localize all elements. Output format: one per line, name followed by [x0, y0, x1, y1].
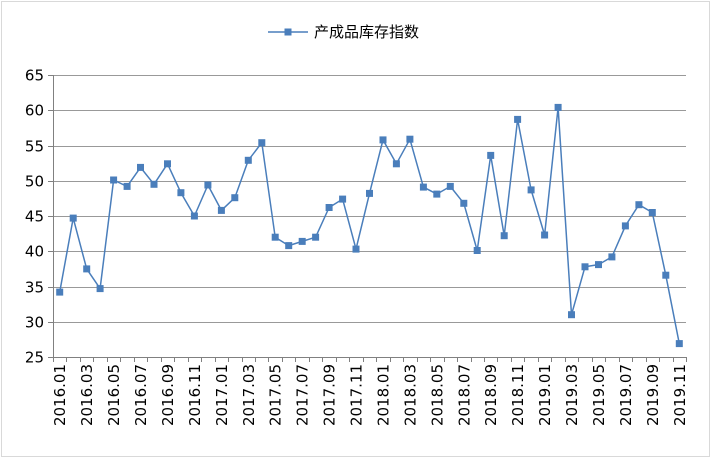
data-point	[83, 265, 91, 273]
data-point	[231, 194, 239, 202]
x-tick-label: 2018.03	[401, 364, 419, 426]
axes	[48, 75, 687, 362]
y-tick-label: 60	[25, 102, 44, 120]
data-point	[662, 271, 670, 279]
data-point	[608, 253, 616, 261]
x-tick-label: 2017.11	[348, 364, 366, 426]
data-point	[96, 285, 104, 293]
x-tick-label: 2019.01	[536, 364, 554, 426]
legend-square-marker	[284, 28, 292, 36]
data-point	[473, 247, 481, 254]
x-tick-label: 2016.07	[132, 364, 150, 426]
data-point	[568, 311, 575, 319]
x-tick-label: 2018.11	[509, 364, 527, 426]
data-point	[541, 231, 549, 239]
data-point	[500, 232, 508, 240]
data-point	[217, 206, 225, 214]
data-point	[271, 233, 279, 241]
data-point	[258, 139, 266, 147]
x-tick-label: 2016.11	[186, 364, 204, 426]
y-tick-label: 25	[25, 349, 44, 367]
data-point	[339, 195, 347, 203]
series-line	[58, 106, 681, 344]
data-point	[392, 160, 400, 168]
x-tick-label: 2016.03	[78, 364, 96, 426]
data-point	[150, 180, 158, 188]
data-point	[366, 189, 373, 197]
x-tick-label: 2018.09	[482, 364, 500, 426]
x-tick-label: 2018.05	[428, 364, 446, 426]
data-point	[527, 186, 535, 194]
data-point	[648, 209, 656, 216]
x-tick-label: 2017.07	[294, 364, 312, 426]
x-tick-label: 2016.05	[105, 364, 123, 426]
data-point	[406, 135, 414, 143]
data-point	[190, 212, 198, 220]
data-point	[123, 182, 131, 190]
data-point	[460, 199, 468, 207]
data-point	[204, 181, 212, 189]
x-tick-label: 2019.05	[590, 364, 608, 426]
data-point	[514, 115, 522, 123]
data-point	[554, 103, 562, 111]
data-point	[285, 242, 293, 250]
data-point	[69, 214, 77, 222]
x-tick-label: 2019.03	[563, 364, 581, 426]
data-point	[352, 245, 360, 253]
data-point	[621, 222, 629, 230]
data-point	[581, 263, 589, 271]
y-tick-label: 55	[25, 138, 44, 156]
data-point	[325, 204, 333, 211]
data-point	[635, 201, 643, 209]
y-tick-labels: 25 30 35 40 45 50 55 60 65	[25, 67, 44, 367]
x-tick-label: 2018.01	[374, 364, 392, 426]
data-point	[110, 176, 118, 184]
y-tick-label: 40	[25, 243, 44, 261]
x-tick-label: 2019.07	[617, 364, 635, 426]
x-tick-label: 2017.05	[267, 364, 285, 426]
x-tick-label: 2019.09	[644, 364, 662, 426]
data-point	[177, 189, 185, 197]
data-point	[56, 288, 64, 296]
data-point	[379, 136, 387, 144]
data-point	[419, 183, 427, 191]
data-point	[244, 156, 252, 164]
x-tick-label: 2017.03	[240, 364, 258, 426]
data-point	[312, 233, 320, 241]
x-tick-label: 2016.09	[159, 364, 177, 426]
y-tick-label: 65	[25, 67, 44, 85]
data-point	[675, 340, 683, 348]
grid-lines	[53, 75, 686, 323]
x-tick-label: 2016.01	[51, 364, 69, 426]
x-tick-label: 2017.09	[321, 364, 339, 426]
data-point	[433, 190, 441, 198]
data-point	[164, 160, 171, 168]
data-point	[487, 151, 495, 159]
y-tick-label: 50	[25, 173, 44, 191]
legend: 产成品库存指数	[268, 23, 419, 41]
data-point	[595, 261, 602, 269]
y-tick-label: 30	[25, 314, 44, 332]
legend-label: 产成品库存指数	[314, 23, 419, 41]
data-point	[137, 163, 144, 171]
x-tick-label: 2019.11	[671, 364, 689, 426]
x-tick-label: 2017.01	[213, 364, 231, 426]
x-tick-label: 2018.07	[455, 364, 473, 426]
series-layer	[56, 103, 683, 348]
data-point	[446, 182, 454, 190]
data-point	[298, 237, 306, 245]
y-tick-label: 45	[25, 208, 44, 226]
y-tick-label: 35	[25, 279, 44, 297]
x-tick-labels: 2016.01 2016.03 2016.05 2016.07 2016.09 2016.…	[51, 364, 689, 426]
